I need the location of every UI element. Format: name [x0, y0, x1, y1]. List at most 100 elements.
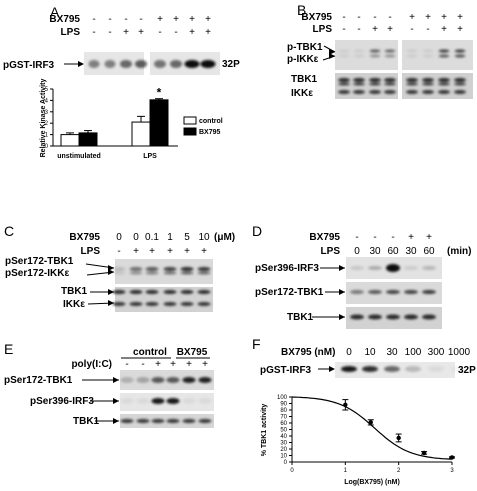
blot-band	[353, 54, 365, 58]
treatment-value: +	[202, 359, 208, 370]
blot-band	[166, 377, 180, 383]
blot-band	[197, 290, 211, 294]
treatment-value: -	[117, 246, 120, 257]
blot-band	[184, 60, 200, 68]
blot-band	[362, 366, 378, 372]
blot-band	[422, 82, 434, 86]
bar-control	[131, 121, 151, 147]
treatment-value: -	[92, 27, 95, 38]
blot-band	[166, 398, 180, 404]
blot-bands	[112, 267, 211, 306]
blot-arrowhead	[108, 269, 114, 275]
treatment-value: +	[372, 24, 378, 35]
treatment-value: -	[373, 232, 376, 243]
blot-band	[200, 60, 216, 68]
treatment-value: -	[124, 14, 127, 25]
blot-band	[406, 90, 418, 94]
y-tick-label: 80	[280, 408, 287, 414]
treatment-value: -	[108, 27, 111, 38]
blot-band	[454, 78, 466, 82]
blot-band	[338, 78, 350, 82]
blot-band	[198, 419, 212, 423]
blot-arrowhead	[113, 377, 119, 383]
blot-band	[182, 377, 196, 383]
blot-label: pSer396-IRF3	[30, 396, 94, 407]
treatment-value: +	[426, 232, 432, 243]
treatment-value: +	[205, 27, 211, 38]
blot-strip	[402, 73, 473, 99]
y-tick-label: 0	[284, 460, 288, 466]
treatment-value: 10	[364, 347, 376, 358]
blot-band	[341, 366, 357, 372]
treatment-label: BX795	[69, 232, 100, 243]
y-tick-label: 100	[277, 395, 288, 401]
blot-band	[198, 377, 212, 383]
blot-band	[166, 419, 180, 423]
treatment-value: -	[92, 14, 95, 25]
bar-control	[60, 134, 80, 147]
isotope-label: 32P	[222, 59, 240, 70]
blot-band	[386, 290, 400, 294]
legend-swatch	[183, 127, 197, 136]
blot-label: pSer172-IKKε	[5, 268, 69, 279]
blot-band	[135, 60, 147, 68]
treatment-unit: (μM)	[214, 232, 235, 243]
treatment-value: +	[201, 246, 207, 257]
treatment-value: 0	[133, 232, 139, 243]
treatment-value: 60	[423, 246, 435, 257]
blot-band	[88, 60, 100, 68]
legend-swatch	[183, 116, 197, 125]
blot-band	[136, 419, 150, 423]
y-tick-label: 30	[280, 441, 287, 447]
blot-band	[129, 271, 143, 275]
treatment-value: -	[357, 24, 360, 35]
treatment-value: 1000	[448, 347, 471, 358]
blot-band	[438, 78, 450, 82]
treatment-value: +	[425, 12, 431, 23]
significance-marker: *	[157, 86, 162, 100]
treatment-label: BX795	[309, 232, 340, 243]
treatment-label: poly(I:C)	[71, 359, 112, 370]
blot-band	[386, 264, 400, 272]
blot-band	[438, 82, 450, 86]
blot-band	[404, 290, 418, 294]
treatment-value: +	[173, 14, 179, 25]
blot-band	[136, 377, 150, 383]
blot-label: pSer172-TBK1	[255, 287, 324, 298]
treatment-value: +	[155, 359, 161, 370]
x-tick-label: 0	[290, 468, 294, 474]
blot-band	[438, 49, 450, 53]
panel-b: B BX795- - - - + + + +LPS - - + + - - + + p-TBK1p-IKKεT…	[287, 2, 473, 99]
treatment-value: -	[342, 24, 345, 35]
blot-band	[369, 90, 381, 94]
panel-e: E control BX795 poly(I:C) - - + + + + pSer172-…	[4, 341, 214, 428]
y-tick-label: 5	[45, 87, 49, 93]
treatment-value: +	[184, 246, 190, 257]
blot-band	[368, 266, 382, 270]
blot-band	[353, 78, 365, 82]
blot-label: IKKε	[291, 88, 313, 99]
y-tick-label: 0	[45, 144, 49, 150]
blot-labels: pSer172-TBK1 pSer396-IRF3 TBK1	[4, 375, 119, 427]
blot-band	[350, 266, 364, 270]
blot-arrowhead	[108, 265, 114, 271]
blot-bands	[341, 366, 467, 372]
treatment-label: LPS	[313, 24, 333, 35]
blot-band	[180, 302, 194, 306]
blot-band	[154, 60, 166, 68]
treatment-value: +	[123, 27, 129, 38]
blot-band	[120, 60, 132, 68]
treatment-value: 0	[346, 347, 352, 358]
treatment-value: 30	[369, 246, 381, 257]
blot-arrowhead	[329, 366, 335, 372]
blot-label: TBK1	[291, 74, 318, 85]
blot-arrowhead	[108, 300, 114, 306]
x-tick-label: 3	[450, 468, 454, 474]
x-axis-label: Log(BX795) (nM)	[344, 479, 400, 486]
blot-band	[129, 267, 143, 271]
blot-band	[384, 90, 396, 94]
treatment-value: +	[170, 359, 176, 370]
treatment-value: -	[108, 14, 111, 25]
